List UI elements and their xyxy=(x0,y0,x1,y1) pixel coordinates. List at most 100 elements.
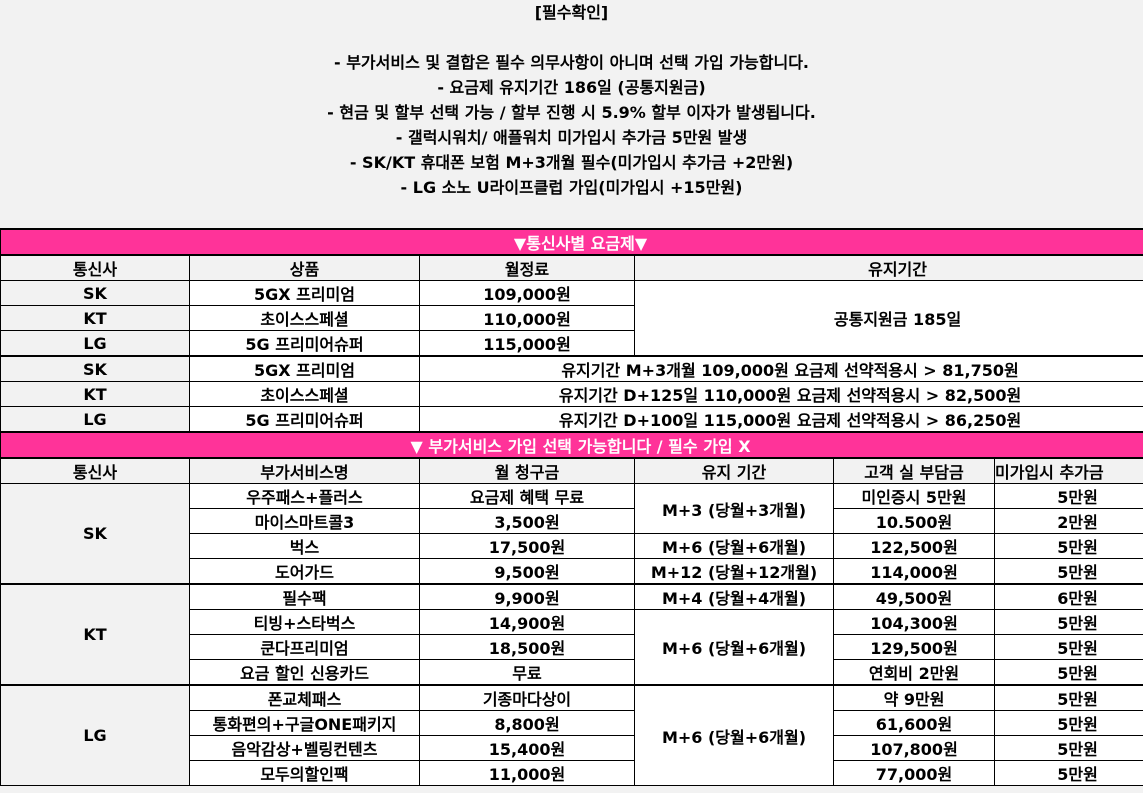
customer-cost-cell: 129,500원 xyxy=(833,634,995,660)
customer-cost-cell: 49,500원 xyxy=(833,583,995,610)
monthly-fee-cell: 9,900원 xyxy=(419,583,635,610)
notice-section: [필수확인] - 부가서비스 및 결합은 필수 의무사항이 아니며 선택 가입 … xyxy=(0,0,1143,228)
customer-cost-cell: 122,500원 xyxy=(833,533,995,559)
carrier-cell: KT xyxy=(0,381,190,407)
col-header: 월정료 xyxy=(419,254,635,281)
product-cell: 5GX 프리미엄 xyxy=(189,280,420,306)
fee-cell: 115,000원 xyxy=(419,330,635,357)
monthly-fee-cell: 8,800원 xyxy=(419,710,635,736)
extra-charge-cell: 5만원 xyxy=(993,634,1143,660)
addon-row: 음악감상+벨링컨텐츠 15,400원 107,800원 5만원 xyxy=(1,735,1143,761)
addon-name-cell: 우주패스+플러스 xyxy=(189,483,420,509)
addon-name-cell: 벅스 xyxy=(189,533,420,559)
addon-row: 통화편의+구글ONE패키지 8,800원 61,600원 5만원 xyxy=(1,710,1143,736)
addon-name-cell: 통화편의+구글ONE패키지 xyxy=(189,710,420,736)
extra-charge-cell: 2만원 xyxy=(993,508,1143,534)
fee-cell: 109,000원 xyxy=(419,280,635,306)
addon-row: 요금 할인 신용카드 무료 연회비 2만원 5만원 xyxy=(1,659,1143,686)
monthly-fee-cell: 18,500원 xyxy=(419,634,635,660)
notice-title: [필수확인] xyxy=(534,3,609,22)
addon-row: KT 필수팩 9,900원 M+4 (당월+4개월) 49,500원 6만원 xyxy=(0,583,1143,686)
col-header: 통신사 xyxy=(0,254,190,281)
customer-cost-cell: 107,800원 xyxy=(833,735,995,761)
addon-row: 쿤다프리미엄 18,500원 129,500원 5만원 xyxy=(1,634,1143,660)
addon-name-cell: 모두의할인팩 xyxy=(189,760,420,786)
addon-row: 모두의할인팩 11,000원 77,000원 5만원 xyxy=(1,760,1143,786)
addons-banner: ▼ 부가서비스 가입 선택 가능합니다 / 필수 가입 X xyxy=(0,431,1143,459)
customer-cost-cell: 104,300원 xyxy=(833,609,995,635)
extra-charge-cell: 5만원 xyxy=(993,558,1143,585)
addon-name-cell: 도어가드 xyxy=(189,558,420,585)
extra-charge-cell: 5만원 xyxy=(993,659,1143,686)
monthly-fee-cell: 11,000원 xyxy=(419,760,635,786)
contract-cell: 유지기간 D+100일 115,000원 요금제 선약적용시 > 86,250원 xyxy=(418,406,1143,433)
monthly-fee-cell: 3,500원 xyxy=(419,508,635,534)
product-cell: 초이스스페셜 xyxy=(189,381,420,407)
product-cell: 5GX 프리미엄 xyxy=(189,355,420,382)
period-cell: M+12 (당월+12개월) xyxy=(634,558,834,585)
carrier-cell: SK xyxy=(0,280,190,306)
monthly-fee-cell: 요금제 혜택 무료 xyxy=(419,483,635,509)
carrier-cell: SK xyxy=(0,355,190,382)
col-header: 통신사 xyxy=(0,457,190,484)
addon-name-cell: 티빙+스타벅스 xyxy=(189,609,420,635)
extra-charge-cell: 5만원 xyxy=(993,533,1143,559)
addon-row: 마이스마트콜3 3,500원 10.500원 2만원 xyxy=(1,508,1143,534)
customer-cost-cell: 61,600원 xyxy=(833,710,995,736)
period-cell: M+3 (당월+3개월) xyxy=(634,483,834,534)
product-cell: 5G 프리미어슈퍼 xyxy=(189,330,420,357)
monthly-fee-cell: 9,500원 xyxy=(419,558,635,585)
notice-line: - 부가서비스 및 결합은 필수 의무사항이 아니며 선택 가입 가능합니다. xyxy=(333,53,809,72)
addon-name-cell: 필수팩 xyxy=(189,583,420,610)
plans-banner: ▼통신사별 요금제▼ xyxy=(0,228,1143,256)
col-header: 유지기간 xyxy=(633,254,1143,281)
addon-name-cell: 음악감상+벨링컨텐츠 xyxy=(189,735,420,761)
period-cell: M+6 (당월+6개월) xyxy=(634,684,834,786)
notice-line: - 현금 및 할부 선택 가능 / 할부 진행 시 5.9% 할부 이자가 발생… xyxy=(327,103,816,122)
monthly-fee-cell: 15,400원 xyxy=(419,735,635,761)
addon-name-cell: 폰교체패스 xyxy=(189,684,420,711)
period-cell: M+6 (당월+6개월) xyxy=(634,533,834,559)
extra-charge-cell: 5만원 xyxy=(993,684,1143,711)
carrier-cell: KT xyxy=(0,583,190,686)
plans-table: ▼통신사별 요금제▼ 통신사 상품 월정료 유지기간 SK 5GX 프리미엄 109,00… xyxy=(0,228,1143,786)
customer-cost-cell: 미인증시 5만원 xyxy=(833,483,995,509)
fee-cell: 110,000원 xyxy=(419,305,635,331)
period-cell: 공통지원금 185일 xyxy=(633,280,1143,357)
col-header: 부가서비스명 xyxy=(189,457,420,484)
extra-charge-cell: 5만원 xyxy=(993,483,1143,509)
col-header: 고객 실 부담금 xyxy=(833,457,995,484)
addon-row: LG 폰교체패스 기종마다상이 M+6 (당월+6개월) 약 9만원 5만원 xyxy=(0,684,1143,786)
notice-line: - 갤럭시워치/ 애플워치 미가입시 추가금 5만원 발생 xyxy=(395,128,748,147)
monthly-fee-cell: 기종마다상이 xyxy=(419,684,635,711)
carrier-cell: LG xyxy=(0,330,190,357)
notice-line: - SK/KT 휴대폰 보험 M+3개월 필수(미가입시 추가금 +2만원) xyxy=(349,153,794,172)
customer-cost-cell: 10.500원 xyxy=(833,508,995,534)
monthly-fee-cell: 14,900원 xyxy=(419,609,635,635)
notice-line: - LG 소노 U라이프클럽 가입(미가입시 +15만원) xyxy=(400,178,743,197)
addon-name-cell: 쿤다프리미엄 xyxy=(189,634,420,660)
extra-charge-cell: 6만원 xyxy=(993,583,1143,610)
carrier-cell: KT xyxy=(0,305,190,331)
carrier-cell: LG xyxy=(0,406,190,433)
col-header: 상품 xyxy=(189,254,420,281)
customer-cost-cell: 약 9만원 xyxy=(833,684,995,711)
extra-charge-cell: 5만원 xyxy=(993,735,1143,761)
customer-cost-cell: 77,000원 xyxy=(833,760,995,786)
col-header: 미가입시 추가금 xyxy=(993,457,1143,484)
addon-name-cell: 요금 할인 신용카드 xyxy=(189,659,420,686)
extra-charge-cell: 5만원 xyxy=(993,710,1143,736)
addon-row: 벅스 17,500원 M+6 (당월+6개월) 122,500원 5만원 xyxy=(1,533,1143,559)
addon-row: 도어가드 9,500원 M+12 (당월+12개월) 114,000원 5만원 xyxy=(1,558,1143,585)
col-header: 유지 기간 xyxy=(634,457,834,484)
product-cell: 5G 프리미어슈퍼 xyxy=(189,406,420,433)
carrier-cell: SK xyxy=(0,483,190,585)
product-cell: 초이스스페셜 xyxy=(189,305,420,331)
contract-cell: 유지기간 D+125일 110,000원 요금제 선약적용시 > 82,500원 xyxy=(418,381,1143,407)
carrier-cell: LG xyxy=(0,684,190,786)
customer-cost-cell: 연회비 2만원 xyxy=(833,659,995,686)
addon-row: SK 우주패스+플러스 요금제 혜택 무료 M+3 (당월+3개월) 미인증시 5만원 5… xyxy=(0,483,1143,585)
monthly-fee-cell: 17,500원 xyxy=(419,533,635,559)
monthly-fee-cell: 무료 xyxy=(419,659,635,686)
customer-cost-cell: 114,000원 xyxy=(833,558,995,585)
